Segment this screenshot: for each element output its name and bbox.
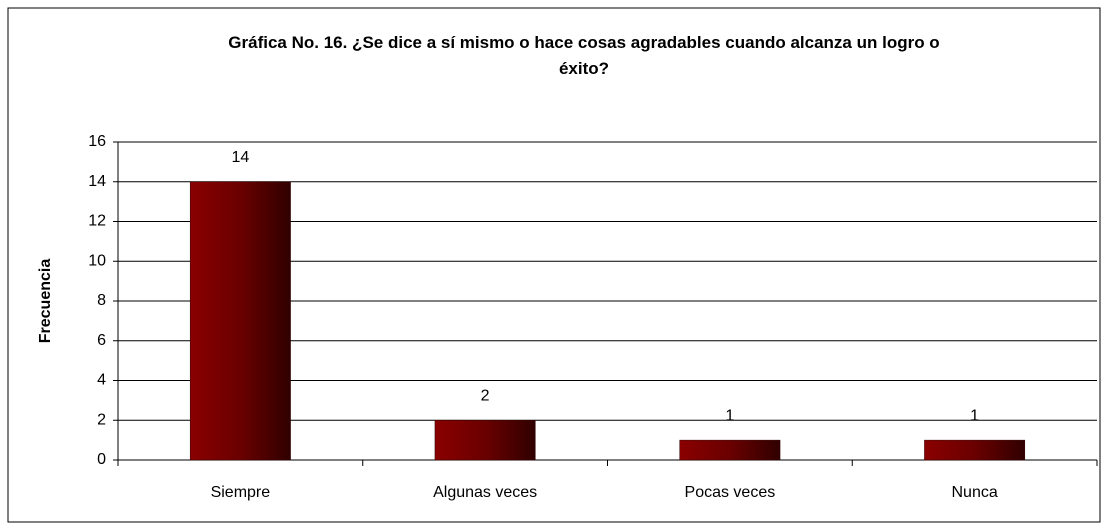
y-axis-label: Frecuencia: [37, 259, 54, 344]
y-tick-label: 0: [97, 451, 106, 468]
data-label: 1: [725, 407, 734, 424]
bar: [679, 439, 781, 461]
x-tick-label: Pocas veces: [685, 484, 776, 501]
y-tick-label: 12: [88, 213, 106, 230]
bar: [189, 181, 291, 461]
bar: [434, 420, 536, 461]
y-tick-label: 6: [97, 332, 106, 349]
y-tick-label: 14: [88, 173, 106, 190]
y-tick-label: 16: [88, 133, 106, 150]
y-tick-label: 4: [97, 372, 106, 389]
data-label: 2: [481, 387, 490, 404]
y-tick-label: 2: [97, 411, 106, 428]
x-tick-label: Siempre: [211, 484, 271, 501]
chart-title: Gráfica No. 16. ¿Se dice a sí mismo o ha…: [228, 33, 940, 78]
y-tick-label: 8: [97, 292, 106, 309]
x-tick-label: Algunas veces: [433, 484, 537, 501]
x-tick-label: Nunca: [952, 484, 998, 501]
bar: [924, 439, 1026, 461]
data-label: 1: [970, 407, 979, 424]
y-tick-label: 10: [88, 252, 106, 269]
data-label: 14: [231, 149, 249, 166]
